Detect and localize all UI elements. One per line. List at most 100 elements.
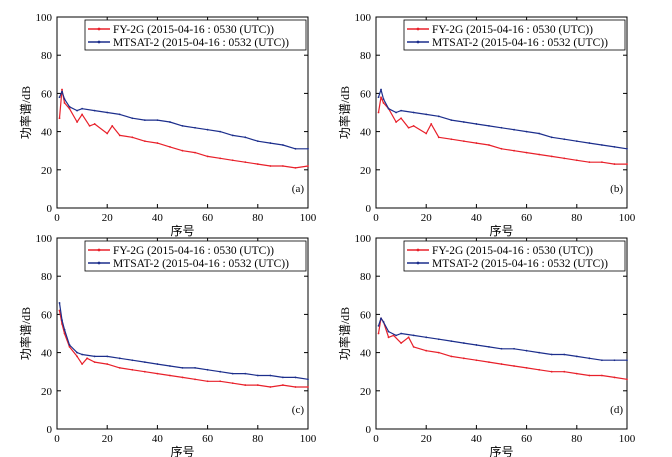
data-point-mtsat2 xyxy=(462,342,465,344)
data-point-mtsat2 xyxy=(61,319,63,322)
data-point-mtsat2 xyxy=(380,88,382,91)
y-tick-label: 80 xyxy=(41,50,53,62)
data-point-fy2g xyxy=(256,163,259,165)
data-point-fy2g xyxy=(169,145,171,148)
data-point-mtsat2 xyxy=(613,145,616,148)
data-point-mtsat2 xyxy=(525,349,528,352)
data-point-mtsat2 xyxy=(550,353,553,356)
legend-swatch-marker xyxy=(97,261,101,265)
data-point-mtsat2 xyxy=(613,359,616,362)
chart-panel-4: 0 20 40 60 80 100 0 20 40 60 80 100 序号 功率谱/dB FY-2G (2… xyxy=(337,233,636,457)
data-point-mtsat2 xyxy=(131,359,134,362)
data-point-fy2g xyxy=(131,136,134,139)
data-point-fy2g xyxy=(475,359,478,362)
data-point-mtsat2 xyxy=(181,124,184,127)
y-tick-label: 60 xyxy=(360,88,372,100)
legend-entry-fy2g: FY-2G (2015-04-16 : 0530 (UTC)) xyxy=(432,245,593,257)
data-point-mtsat2 xyxy=(181,366,184,369)
data-point-fy2g xyxy=(626,163,628,165)
y-tick-label: 0 xyxy=(366,424,372,436)
data-point-mtsat2 xyxy=(395,334,397,337)
x-tick-label: 0 xyxy=(54,212,60,224)
data-point-mtsat2 xyxy=(412,334,415,337)
data-point-mtsat2 xyxy=(269,142,272,144)
data-point-fy2g xyxy=(380,96,382,99)
legend-swatch-marker xyxy=(416,261,420,265)
data-point-mtsat2 xyxy=(513,128,515,131)
data-point-fy2g xyxy=(282,384,284,386)
x-tick-label: 80 xyxy=(252,212,264,224)
data-point-mtsat2 xyxy=(538,132,541,135)
data-point-fy2g xyxy=(437,136,440,139)
data-point-fy2g xyxy=(93,361,96,364)
x-tick-label: 40 xyxy=(471,212,483,224)
y-tick-label: 0 xyxy=(47,424,53,436)
data-point-fy2g xyxy=(437,351,440,354)
plot-frame xyxy=(375,237,628,430)
data-point-fy2g xyxy=(93,123,96,125)
data-point-fy2g xyxy=(219,380,222,383)
data-point-fy2g xyxy=(86,357,89,360)
data-point-fy2g xyxy=(63,102,66,104)
data-point-mtsat2 xyxy=(400,332,402,335)
data-point-mtsat2 xyxy=(169,121,171,123)
y-tick-label: 20 xyxy=(360,386,372,398)
plot-frame xyxy=(375,16,628,209)
data-point-mtsat2 xyxy=(387,330,390,333)
data-point-fy2g xyxy=(601,374,603,377)
x-tick-label: 60 xyxy=(521,212,533,224)
data-point-fy2g xyxy=(613,376,616,379)
series-line-mtsat2 xyxy=(58,90,308,150)
data-point-fy2g xyxy=(450,138,453,141)
data-point-fy2g xyxy=(111,124,114,127)
data-point-mtsat2 xyxy=(377,96,380,99)
data-point-fy2g xyxy=(206,380,209,383)
x-tick-label: 20 xyxy=(102,212,114,224)
chart-panel-3: 0 20 40 60 80 100 0 20 40 60 80 100 序号 功率谱/dB FY-2G (2… xyxy=(18,233,317,457)
y-tick-label: 80 xyxy=(360,271,372,283)
data-point-fy2g xyxy=(377,111,380,114)
y-tick-label: 20 xyxy=(41,165,53,177)
series-line-mtsat2 xyxy=(377,317,627,361)
series-line-fy2g xyxy=(377,96,627,165)
data-point-fy2g xyxy=(601,161,603,164)
data-point-fy2g xyxy=(156,372,159,375)
y-axis-label: 功率谱/dB xyxy=(18,307,33,360)
data-point-mtsat2 xyxy=(387,107,390,110)
legend-box xyxy=(403,240,626,272)
y-tick-label: 40 xyxy=(360,348,372,360)
legend-swatch-marker xyxy=(97,27,101,31)
panel-label: (a) xyxy=(292,183,305,195)
data-point-mtsat2 xyxy=(76,351,78,354)
x-tick-label: 0 xyxy=(373,433,379,445)
data-point-mtsat2 xyxy=(601,144,603,146)
data-point-fy2g xyxy=(550,370,553,373)
data-point-fy2g xyxy=(407,126,410,129)
data-point-mtsat2 xyxy=(294,147,297,150)
legend-entry-mtsat2: MTSAT-2 (2015-04-16 : 0532 (UTC)) xyxy=(113,258,289,270)
data-point-mtsat2 xyxy=(106,111,109,114)
data-point-fy2g xyxy=(231,159,234,162)
data-point-mtsat2 xyxy=(538,351,541,354)
data-point-mtsat2 xyxy=(206,368,209,371)
y-tick-label: 100 xyxy=(36,233,53,245)
x-tick-label: 100 xyxy=(300,212,317,224)
data-point-mtsat2 xyxy=(588,357,591,360)
panel-label: (c) xyxy=(292,404,305,416)
data-point-mtsat2 xyxy=(156,119,159,122)
x-tick-label: 20 xyxy=(421,212,433,224)
y-tick-label: 0 xyxy=(366,203,372,215)
data-point-mtsat2 xyxy=(244,136,247,139)
data-point-fy2g xyxy=(525,366,528,369)
data-point-mtsat2 xyxy=(425,113,428,116)
data-point-fy2g xyxy=(400,342,402,344)
x-tick-label: 20 xyxy=(102,433,114,445)
data-point-fy2g xyxy=(131,368,134,371)
legend: FY-2G (2015-04-16 : 0530 (UTC))MTSAT-2 (… xyxy=(403,240,626,272)
data-point-mtsat2 xyxy=(575,140,578,143)
chart-panel-1: 0 20 40 60 80 100 0 20 40 60 80 100 序号 功率谱/dB FY-2G (2… xyxy=(18,12,317,238)
x-tick-label: 100 xyxy=(619,433,636,445)
data-point-fy2g xyxy=(538,153,541,156)
data-point-fy2g xyxy=(106,363,109,365)
data-point-mtsat2 xyxy=(118,113,121,116)
